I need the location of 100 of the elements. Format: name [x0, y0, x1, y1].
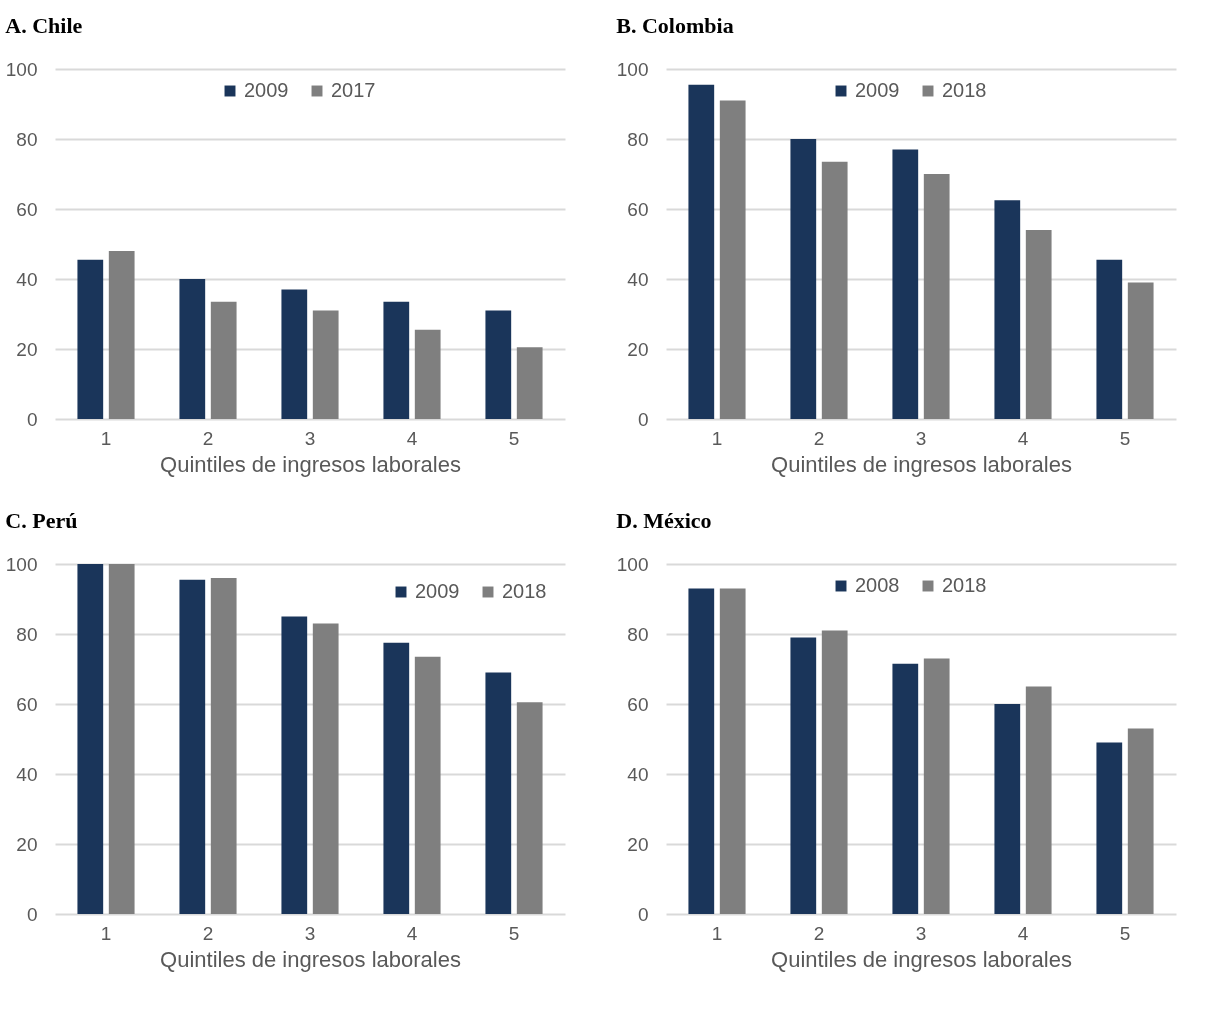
x-tick-label: 5 [508, 427, 520, 449]
y-tick-label: 60 [627, 198, 649, 220]
y-tick-label: 40 [627, 763, 649, 785]
x-tick-label: 2 [202, 427, 214, 449]
x-tick-label: 2 [202, 922, 214, 944]
y-tick-label: 0 [637, 903, 649, 925]
legend-label: 2018 [502, 580, 547, 602]
legend-label: 2018 [942, 79, 987, 101]
bar [77, 259, 104, 419]
bar [281, 289, 308, 419]
bar [383, 642, 410, 914]
legend-label: 2009 [415, 580, 460, 602]
x-tick-label: 5 [508, 922, 520, 944]
bar [994, 200, 1021, 419]
bar [719, 100, 746, 419]
y-tick-label: 0 [26, 408, 38, 430]
y-tick-label: 100 [616, 58, 649, 80]
y-tick-label: 80 [627, 128, 649, 150]
legend-label: 2017 [331, 79, 376, 101]
bar [414, 329, 441, 419]
x-tick-label: 2 [813, 427, 825, 449]
x-axis-title: Quintiles de ingresos laborales [771, 946, 1072, 972]
y-tick-label: 20 [16, 338, 38, 360]
bar [77, 564, 104, 914]
bar [210, 301, 237, 419]
y-tick-label: 80 [16, 623, 38, 645]
chart-title: C. Perú [5, 508, 78, 533]
bar [892, 663, 919, 914]
legend-label: 2008 [855, 574, 900, 596]
y-tick-label: 40 [16, 763, 38, 785]
x-tick-label: 3 [304, 427, 316, 449]
x-tick-label: 4 [1017, 922, 1029, 944]
bar [1025, 230, 1052, 419]
y-tick-label: 100 [5, 58, 38, 80]
x-tick-label: 3 [915, 922, 927, 944]
y-tick-label: 40 [16, 268, 38, 290]
y-tick-label: 80 [16, 128, 38, 150]
x-tick-label: 5 [1119, 922, 1131, 944]
bar [821, 161, 848, 419]
bar [790, 139, 817, 419]
legend-label: 2009 [855, 79, 900, 101]
x-tick-label: 4 [406, 922, 418, 944]
bar [821, 630, 848, 914]
bar [688, 588, 715, 914]
y-tick-label: 0 [26, 903, 38, 925]
chart-title: D. México [616, 508, 712, 533]
legend-label: 2009 [244, 79, 289, 101]
x-axis-title: Quintiles de ingresos laborales [771, 451, 1072, 477]
bar [485, 310, 512, 419]
y-tick-label: 100 [616, 553, 649, 575]
bar [1127, 282, 1154, 419]
bar [485, 672, 512, 914]
x-tick-label: 3 [915, 427, 927, 449]
bar [923, 174, 950, 419]
x-axis-title: Quintiles de ingresos laborales [160, 451, 461, 477]
bar [312, 310, 339, 419]
bar [516, 702, 543, 914]
bar [923, 658, 950, 914]
bar [383, 301, 410, 419]
y-tick-label: 60 [16, 198, 38, 220]
bar [414, 656, 441, 914]
y-tick-label: 60 [627, 693, 649, 715]
y-tick-label: 20 [627, 833, 649, 855]
bar [790, 637, 817, 914]
bar [516, 347, 543, 419]
bar [1096, 742, 1123, 914]
bar [994, 704, 1021, 914]
y-tick-label: 60 [16, 693, 38, 715]
y-tick-label: 80 [627, 623, 649, 645]
bar [1096, 259, 1123, 419]
x-tick-label: 1 [100, 427, 112, 449]
x-tick-label: 4 [1017, 427, 1029, 449]
bar [108, 251, 135, 419]
bar [179, 579, 206, 914]
bar [1127, 728, 1154, 914]
x-tick-label: 3 [304, 922, 316, 944]
chart-title: B. Colombia [616, 13, 734, 38]
legend-label: 2018 [942, 574, 987, 596]
bar [210, 578, 237, 914]
x-tick-label: 1 [711, 922, 723, 944]
bar [108, 564, 135, 914]
bar [179, 279, 206, 419]
y-tick-label: 40 [627, 268, 649, 290]
bar [312, 623, 339, 914]
y-tick-label: 100 [5, 553, 38, 575]
y-tick-label: 20 [16, 833, 38, 855]
bar [281, 616, 308, 914]
bar [892, 149, 919, 419]
x-tick-label: 2 [813, 922, 825, 944]
x-axis-title: Quintiles de ingresos laborales [160, 946, 461, 972]
bar [688, 84, 715, 419]
x-tick-label: 4 [406, 427, 418, 449]
x-tick-label: 1 [100, 922, 112, 944]
bar [1025, 686, 1052, 914]
y-tick-label: 20 [627, 338, 649, 360]
y-tick-label: 0 [637, 408, 649, 430]
x-tick-label: 1 [711, 427, 723, 449]
bar [719, 588, 746, 914]
chart-title: A. Chile [5, 13, 83, 38]
x-tick-label: 5 [1119, 427, 1131, 449]
